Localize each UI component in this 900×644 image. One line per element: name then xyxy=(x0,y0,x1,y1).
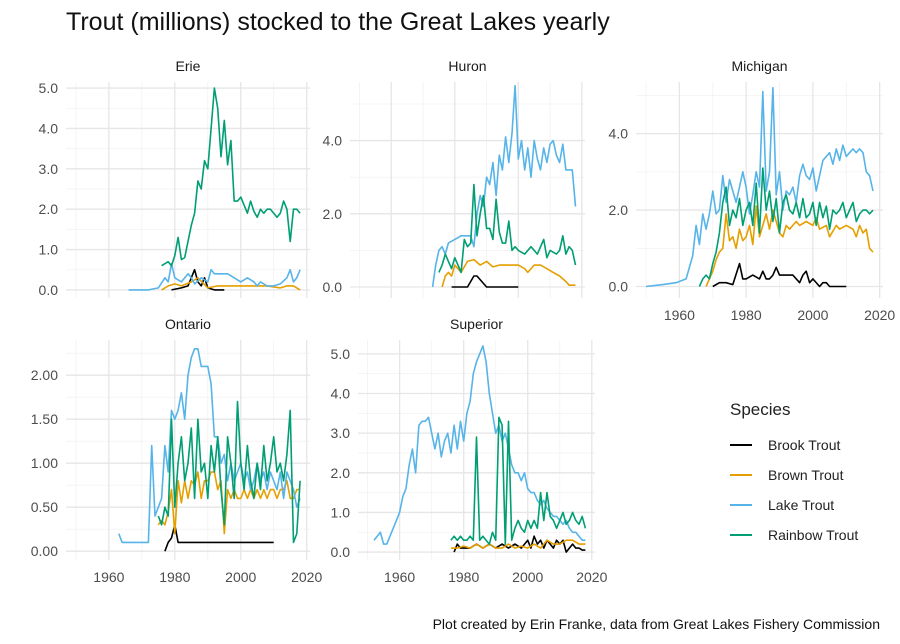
facet-label-huron: Huron xyxy=(448,58,486,74)
y-tick-label: 4.0 xyxy=(331,386,351,402)
x-tick-label: 2000 xyxy=(225,569,256,585)
x-tick-label: 2020 xyxy=(576,569,607,585)
y-tick-label: 1.0 xyxy=(331,504,351,520)
facet-label-ontario: Ontario xyxy=(165,316,211,332)
x-tick-label: 2000 xyxy=(512,569,543,585)
y-tick-label: 2.00 xyxy=(31,367,58,383)
legend-swatch-lake-trout xyxy=(730,504,752,506)
x-tick-label: 1980 xyxy=(731,307,762,323)
legend-swatch-rainbow-trout xyxy=(730,534,752,536)
chart-title: Trout (millions) stocked to the Great La… xyxy=(66,8,610,36)
legend-label-rainbow-trout: Rainbow Trout xyxy=(768,527,859,543)
y-tick-label: 0.0 xyxy=(323,279,343,295)
x-tick-label: 1980 xyxy=(159,569,190,585)
y-tick-label: 1.50 xyxy=(31,411,58,427)
legend-item-lake-trout: Lake Trout xyxy=(730,490,858,520)
x-tick-label: 2000 xyxy=(797,307,828,323)
y-tick-label: 0.0 xyxy=(331,544,351,560)
legend: Species Brook Trout Brown Trout Lake Tro… xyxy=(730,400,858,550)
series-line-brown-trout xyxy=(157,471,301,535)
series-line-brook-trout xyxy=(164,524,274,552)
y-tick-label: 1.0 xyxy=(39,242,59,258)
legend-label-brown-trout: Brown Trout xyxy=(768,467,844,483)
panel-ontario: 0.00 0.50 1.00 1.50 2.00 1960 1980 2000 2020 Onta… xyxy=(31,316,323,585)
y-tick-label: 3.0 xyxy=(331,425,351,441)
legend-label-lake-trout: Lake Trout xyxy=(768,497,835,513)
series-line-lake-trout xyxy=(118,348,301,544)
y-tick-label: 3.0 xyxy=(39,161,59,177)
legend-item-brook-trout: Brook Trout xyxy=(730,430,858,460)
x-tick-label: 2020 xyxy=(291,569,322,585)
panel-erie: 0.0 1.0 2.0 3.0 4.0 5.0 Erie xyxy=(39,58,310,298)
series-line-lake-trout xyxy=(645,86,874,288)
series-line-brown-trout xyxy=(705,205,874,287)
y-tick-label: 0.0 xyxy=(609,279,629,295)
legend-title: Species xyxy=(730,400,791,419)
y-tick-label: 2.0 xyxy=(609,202,629,218)
chart-caption: Plot created by Erin Franke, data from G… xyxy=(432,616,880,632)
facet-label-michigan: Michigan xyxy=(731,58,787,74)
x-tick-label: 1960 xyxy=(664,307,695,323)
y-tick-label: 0.00 xyxy=(31,543,58,559)
facet-label-superior: Superior xyxy=(450,316,503,332)
legend-item-rainbow-trout: Rainbow Trout xyxy=(730,520,858,550)
y-tick-label: 2.0 xyxy=(323,206,343,222)
series-line-rainbow-trout xyxy=(698,167,874,287)
series-line-brown-trout xyxy=(441,258,576,288)
legend-swatch-brown-trout xyxy=(730,474,752,476)
x-tick-label: 1960 xyxy=(384,569,415,585)
legend-item-brown-trout: Brown Trout xyxy=(730,460,858,490)
x-tick-label: 2020 xyxy=(864,307,895,323)
y-tick-label: 2.0 xyxy=(331,465,351,481)
series-line-brown-trout xyxy=(450,539,586,549)
y-tick-label: 5.0 xyxy=(331,346,351,362)
y-tick-label: 4.0 xyxy=(323,133,343,149)
y-tick-label: 2.0 xyxy=(39,201,59,217)
x-tick-label: 1960 xyxy=(93,569,124,585)
y-tick-label: 5.0 xyxy=(39,80,59,96)
y-tick-label: 4.0 xyxy=(609,126,629,142)
panel-superior: 0.0 1.0 2.0 3.0 4.0 5.0 1960 1980 2000 2020 Superi… xyxy=(331,316,608,585)
y-tick-label: 0.50 xyxy=(31,499,58,515)
panel-michigan: 0.0 2.0 4.0 1960 1980 2000 2020 Michigan xyxy=(609,58,896,323)
series-line-rainbow-trout xyxy=(157,400,301,544)
legend-label-brook-trout: Brook Trout xyxy=(768,437,841,453)
facet-label-erie: Erie xyxy=(176,58,201,74)
series-line-brook-trout xyxy=(712,262,847,288)
y-tick-label: 1.00 xyxy=(31,455,58,471)
panel-huron: 0.0 2.0 4.0 Huron xyxy=(323,58,585,298)
series-line-rainbow-trout xyxy=(161,87,301,267)
series-line-brown-trout xyxy=(161,277,301,291)
legend-swatch-brook-trout xyxy=(730,444,752,446)
series-line-rainbow-trout xyxy=(450,416,587,545)
series-line-lake-trout xyxy=(373,345,586,545)
series-line-brook-trout xyxy=(451,275,519,288)
y-tick-label: 4.0 xyxy=(39,120,59,136)
x-tick-label: 1980 xyxy=(448,569,479,585)
y-tick-label: 0.0 xyxy=(39,282,59,298)
series-line-rainbow-trout xyxy=(438,183,577,274)
series-line-brook-trout xyxy=(171,268,225,291)
series-line-lake-trout xyxy=(431,84,577,288)
